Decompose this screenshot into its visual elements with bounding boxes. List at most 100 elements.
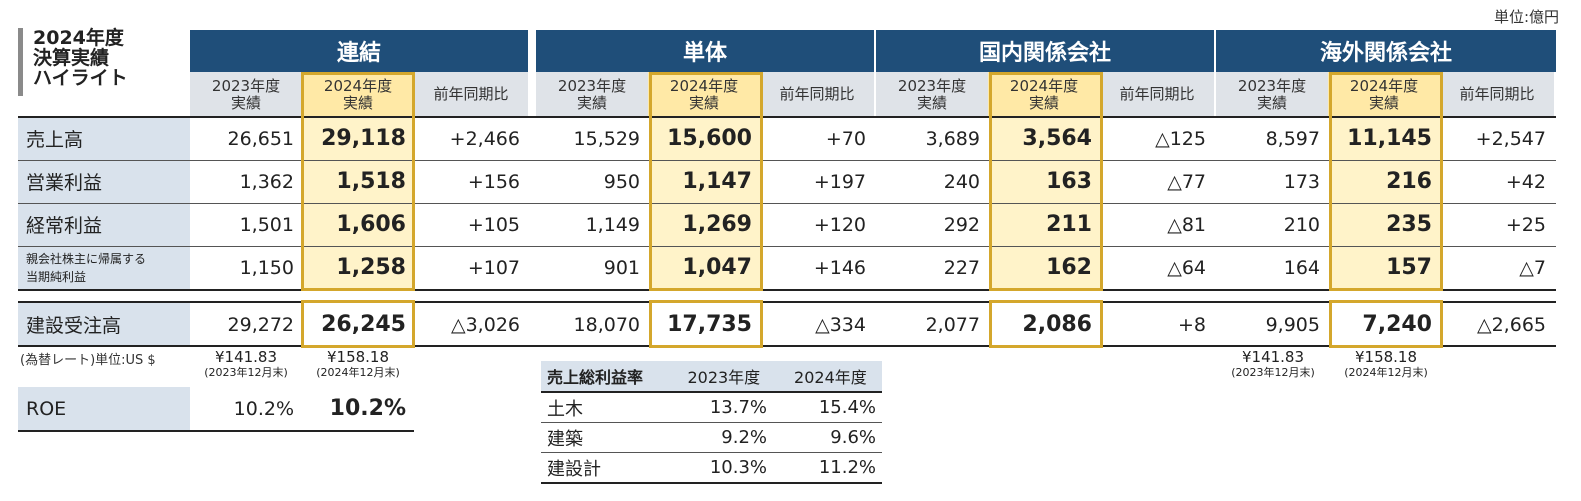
subheader-line: 実績 [1028, 93, 1059, 112]
subheader-line: 実績 [342, 93, 373, 112]
cell-value-yoy: +156 [467, 170, 520, 193]
cell-value-yoy: △77 [1167, 170, 1206, 193]
cell-value-2023: 292 [943, 213, 980, 236]
cell-value-2024: 1,258 [336, 255, 406, 280]
cell-value-yoy: +107 [467, 256, 520, 279]
subheader-diff: 前年同期比 [414, 72, 528, 117]
row-divider [18, 345, 1556, 347]
orders-value-2024: 17,735 [667, 312, 752, 337]
cell-value-2024: 216 [1386, 169, 1432, 194]
cell-value-2023: 1,149 [585, 213, 640, 236]
subheader-line: 2023年度 [557, 76, 627, 95]
orders-value-yoy: +8 [1177, 313, 1206, 336]
cell-value-yoy: △81 [1167, 213, 1206, 236]
subheader-line: 2023年度 [211, 76, 281, 95]
title-line: 2024年度 [33, 27, 124, 49]
row-divider [541, 452, 882, 453]
cell-value-2023: 164 [1283, 256, 1320, 279]
orders-value-yoy: △3,026 [450, 313, 520, 336]
fx-rate-prev-overseas: ¥141.83 (2023年12月末) [1216, 349, 1330, 381]
row-label-sales: 売上高 [18, 117, 190, 160]
cell-value-2024: 11,145 [1347, 126, 1432, 151]
gross-margin-category: 建設計 [547, 458, 601, 480]
cell-value-2023: 1,150 [239, 256, 294, 279]
subheader-prev: 2023年度 実績 [190, 72, 302, 117]
row-divider [18, 160, 1556, 161]
cell-value-2023: 901 [603, 256, 640, 279]
orders-value-2024: 7,240 [1362, 312, 1432, 337]
fx-note: (2024年12月末) [316, 366, 400, 379]
title-line: ハイライト [33, 67, 128, 89]
row-label-ordinary-income: 経常利益 [18, 203, 190, 246]
subheader-prev: 2023年度 実績 [536, 72, 648, 117]
gross-margin-category: 土木 [547, 398, 583, 420]
subheader-line: 実績 [1256, 93, 1287, 112]
row-divider [541, 391, 882, 393]
cell-value-yoy: +197 [813, 170, 866, 193]
cell-value-2023: 1,362 [239, 170, 294, 193]
cell-value-2024: 1,606 [336, 212, 406, 237]
fx-note: (2023年12月末) [204, 366, 288, 379]
subheader-line: 2024年度 [1009, 76, 1079, 95]
cell-value-yoy: +120 [813, 213, 866, 236]
subheader-line: 実績 [916, 93, 947, 112]
cell-value-2023: 1,501 [239, 213, 294, 236]
cell-value-2024: 162 [1046, 255, 1092, 280]
cell-value-2024: 15,600 [667, 126, 752, 151]
cell-value-2024: 29,118 [321, 126, 406, 151]
gross-margin-row: 建設計 10.3% 11.2% [541, 453, 882, 482]
subheader-line: 2023年度 [897, 76, 967, 95]
gross-margin-title: 売上総利益率 [547, 368, 644, 387]
gross-margin-row: 建築 9.2% 9.6% [541, 423, 882, 452]
cell-value-2023: 173 [1283, 170, 1320, 193]
subheader-line: 2024年度 [323, 76, 393, 95]
cell-value-yoy: +146 [813, 256, 866, 279]
gross-margin-2024: 9.6% [830, 427, 876, 448]
subheader-diff: 前年同期比 [1100, 72, 1214, 117]
orders-value-yoy: △334 [815, 313, 866, 336]
cell-value-yoy: +70 [825, 127, 866, 150]
cell-value-2024: 163 [1046, 169, 1092, 194]
group-header-domestic: 国内関係会社 [876, 30, 1214, 72]
subheader-line: 実績 [1368, 93, 1399, 112]
gross-margin-2024: 15.4% [818, 397, 876, 418]
cell-value-2024: 1,147 [682, 169, 752, 194]
row-divider [18, 203, 1556, 204]
cell-value-2023: 950 [603, 170, 640, 193]
fx-rate-prev: ¥141.83 (2023年12月末) [190, 349, 302, 381]
cell-value-yoy: +2,466 [449, 127, 520, 150]
fx-value: ¥158.18 [326, 348, 390, 366]
subheader-prev: 2023年度 実績 [876, 72, 988, 117]
subheader-line: 2024年度 [1349, 76, 1419, 95]
cell-value-yoy: △64 [1167, 256, 1206, 279]
row-divider [541, 422, 882, 423]
cell-value-2024: 1,269 [682, 212, 752, 237]
cell-value-2023: 240 [943, 170, 980, 193]
subheader-line: 実績 [230, 93, 261, 112]
fx-label: (為替レート)単位:US $ [20, 353, 156, 368]
fx-rate-curr-overseas: ¥158.18 (2024年12月末) [1330, 349, 1442, 381]
gross-margin-category: 建築 [547, 428, 583, 450]
cell-value-2024: 1,047 [682, 255, 752, 280]
cell-value-yoy: +42 [1505, 170, 1546, 193]
gross-margin-2023: 13.7% [709, 397, 767, 418]
cell-value-yoy: △7 [1519, 256, 1546, 279]
gross-margin-col-2023: 2023年度 [687, 368, 761, 387]
gross-margin-header: 売上総利益率 2023年度 2024年度 [541, 361, 882, 391]
row-divider [18, 246, 1556, 247]
unit-label: 単位:億円 [1493, 8, 1559, 26]
cell-value-2024: 1,518 [336, 169, 406, 194]
orders-value-2023: 2,077 [925, 313, 980, 336]
gross-margin-col-2024: 2024年度 [794, 368, 867, 387]
row-label-operating-income: 営業利益 [18, 160, 190, 203]
orders-value-yoy: △2,665 [1476, 313, 1546, 336]
orders-value-2024: 26,245 [321, 312, 406, 337]
row-label-line: 当期純利益 [26, 269, 87, 284]
cell-value-2024: 211 [1046, 212, 1092, 237]
page-title: 2024年度 決算実績 ハイライト [18, 28, 178, 96]
orders-value-2023: 18,070 [573, 313, 640, 336]
subheader-curr: 2024年度 実績 [302, 72, 414, 117]
fx-note: (2024年12月末) [1344, 366, 1428, 379]
gross-margin-2023: 9.2% [721, 427, 767, 448]
cell-value-2023: 15,529 [573, 127, 640, 150]
